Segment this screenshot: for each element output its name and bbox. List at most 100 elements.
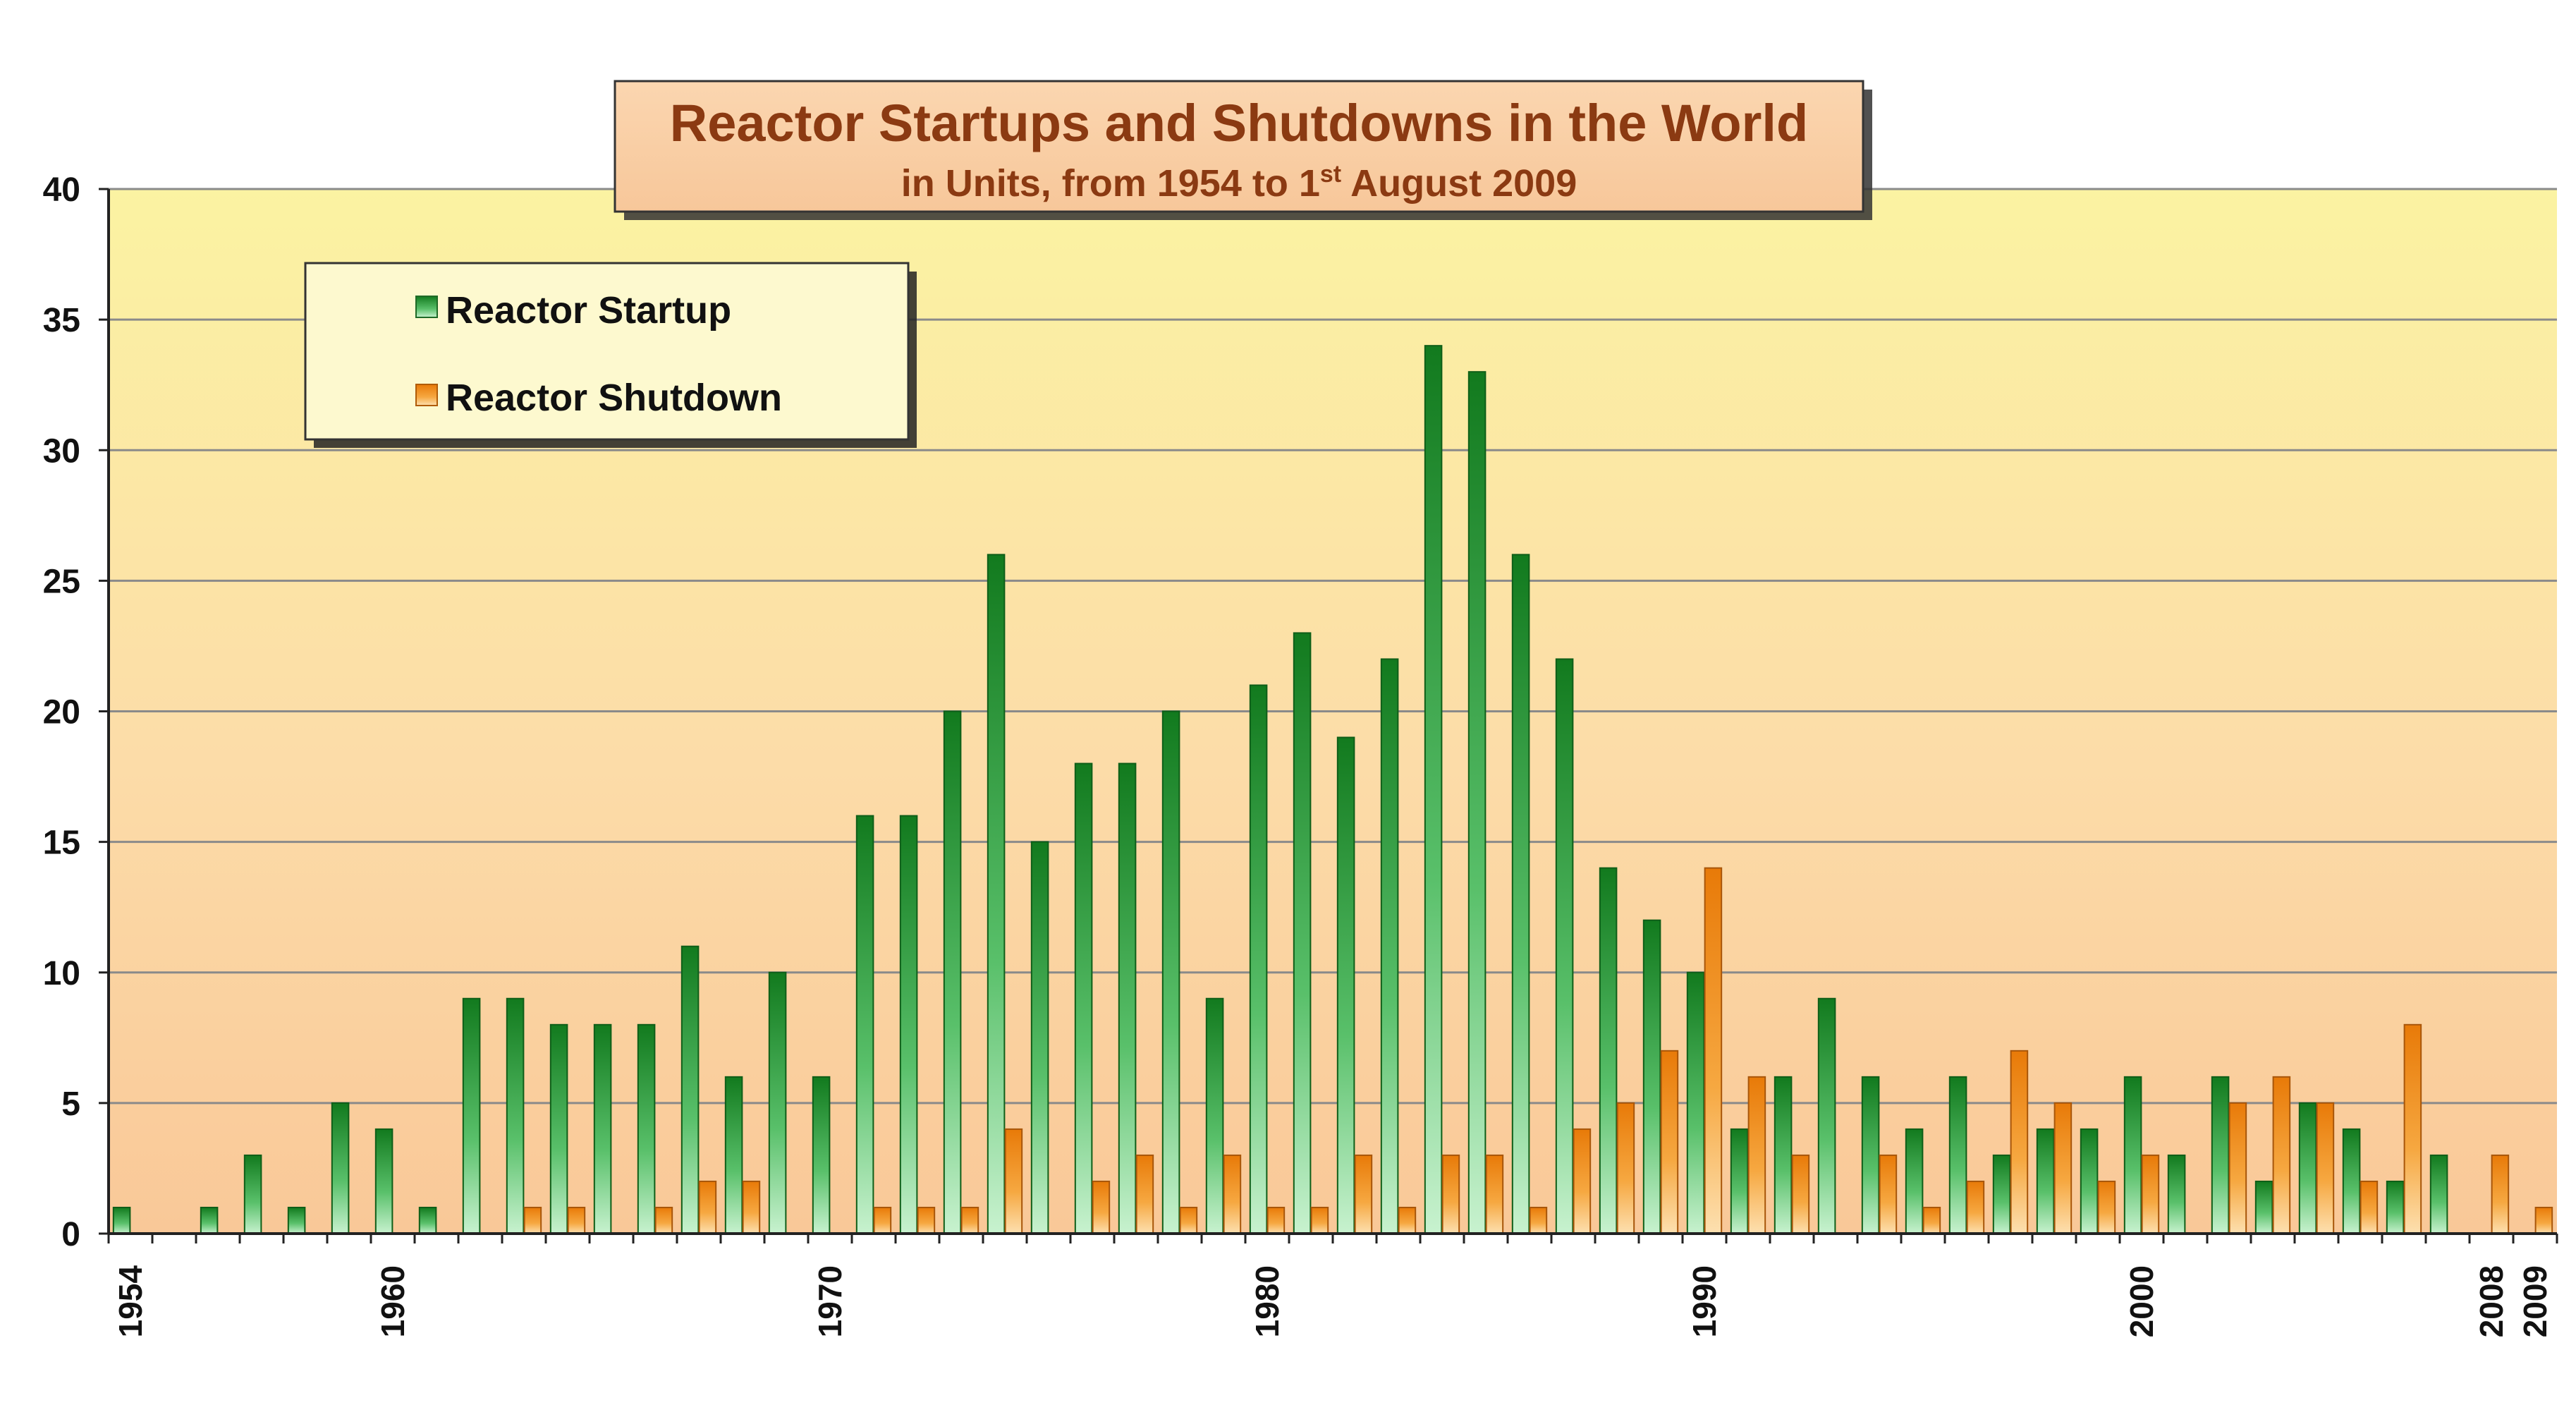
bar-startup [1074,762,1093,1235]
bar-shutdown [1310,1206,1329,1234]
bars [112,345,2553,1235]
bar-startup [593,1023,612,1235]
bar-startup [724,1076,743,1234]
bar-shutdown [1791,1154,1810,1235]
bar-shutdown [917,1206,936,1234]
bar-shutdown [1004,1128,1023,1235]
bar-startup [1905,1128,1924,1235]
bar-shutdown [2491,1154,2510,1235]
bar-shutdown [1747,1076,1766,1234]
chart-title: Reactor Startups and Shutdowns in the Wo… [670,94,1808,152]
bar-shutdown [1879,1154,1898,1235]
y-tick-label: 40 [43,171,80,209]
bar-startup [1118,762,1137,1235]
bar-shutdown [523,1206,542,1234]
chart-subtitle: in Units, from 1954 to 1st August 2009 [901,161,1577,205]
bar-shutdown [1660,1050,1679,1234]
bar-startup [549,1023,568,1235]
y-tick-label: 15 [43,825,80,862]
legend-label-shutdown: Reactor Shutdown [446,377,782,419]
x-tick-label: 1990 [1686,1265,1723,1337]
bar-shutdown [2053,1102,2073,1234]
y-tick-labels: 0 5 10 15 20 25 30 35 40 [43,171,80,1253]
bar-shutdown [2010,1050,2029,1234]
legend: Reactor Startup Reactor Shutdown [304,262,917,448]
bar-shutdown [698,1180,717,1234]
bar-shutdown [2141,1154,2160,1235]
x-tick-label: 2008 [2473,1265,2510,1337]
bar-shutdown [2097,1180,2116,1234]
y-tick-label: 25 [43,563,80,600]
bar-shutdown [960,1206,979,1234]
legend-swatch-startup [415,296,438,318]
bar-startup [2254,1180,2273,1234]
bar-shutdown [1485,1154,1504,1235]
bar-startup [1774,1076,1793,1234]
bar-shutdown [1529,1206,1548,1234]
y-tick-label: 5 [61,1085,80,1123]
bar-shutdown [2316,1102,2335,1234]
bar-startup [331,1102,350,1234]
bar-startup [1686,971,1705,1234]
x-tick-label: 2009 [2517,1265,2553,1337]
bar-shutdown [2534,1206,2553,1234]
bar-startup [1730,1128,1749,1235]
bar-startup [2211,1076,2230,1234]
bar-shutdown [2228,1102,2247,1234]
bar-startup [374,1128,393,1235]
bar-startup [1642,919,1661,1234]
x-tick-label: 1954 [112,1265,149,1338]
bar-shutdown [1223,1154,1242,1235]
x-tick-labels: 1954 1960 1970 1980 1990 2000 2008 2009 [112,1265,2553,1338]
bar-startup [2342,1128,2361,1235]
bar-shutdown [1704,867,1723,1234]
bar-startup [418,1206,437,1234]
bar-startup [943,710,962,1234]
bar-startup [200,1206,219,1234]
bar-shutdown [1266,1206,1286,1234]
legend-label-startup: Reactor Startup [446,289,731,332]
bar-shutdown [654,1206,673,1234]
bar-shutdown [1354,1154,1373,1235]
bar-startup [506,997,525,1235]
bar-startup [1161,710,1180,1234]
bar-shutdown [742,1180,761,1234]
bar-shutdown [2403,1023,2422,1235]
bar-startup [287,1206,306,1234]
bar-startup [768,971,787,1234]
bar-startup [2298,1102,2317,1234]
title-box: Reactor Startups and Shutdowns in the Wo… [614,80,1872,220]
bar-startup [1467,371,1487,1234]
bar-shutdown [1179,1206,1198,1234]
bar-startup [855,815,874,1234]
bar-startup [1861,1076,1880,1234]
bar-startup [462,997,481,1235]
bar-startup [112,1206,131,1234]
bar-startup [243,1154,262,1235]
bar-startup [680,945,700,1234]
bar-startup [1249,684,1268,1234]
bar-startup [2167,1154,2186,1235]
bar-startup [2386,1180,2405,1234]
y-tick-label: 30 [43,432,80,470]
bar-startup [1948,1076,1967,1234]
y-tick-label: 10 [43,955,80,992]
bar-startup [1205,997,1224,1235]
bar-startup [1380,658,1399,1234]
bar-startup [1817,997,1836,1235]
y-tick-label: 0 [61,1216,80,1253]
bar-startup [899,815,918,1234]
bar-startup [2429,1154,2448,1235]
bar-startup [1511,554,1530,1234]
bar-shutdown [2272,1076,2291,1234]
bar-startup [2080,1128,2099,1235]
bar-startup [1030,841,1049,1234]
bar-startup [1599,867,1618,1234]
bar-startup [2036,1128,2055,1235]
bar-startup [1424,345,1443,1234]
bar-startup [812,1076,831,1234]
bar-shutdown [1135,1154,1154,1235]
bar-startup [637,1023,656,1235]
x-tick-label: 2000 [2123,1265,2160,1337]
